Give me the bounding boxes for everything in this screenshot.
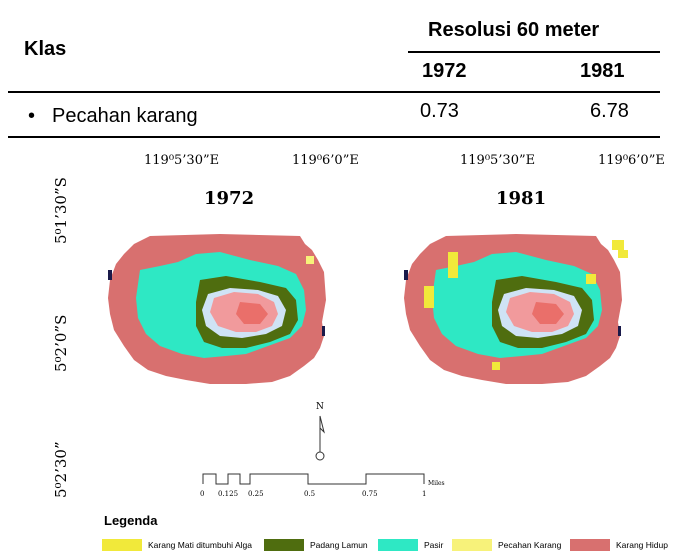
legend-title: Legenda [104,513,158,528]
reef-map-1981 [404,234,628,384]
lon-label-right-1: 119⁰5’30”E [460,153,536,168]
legend-item-rubble: Pecahan Karang [452,539,561,551]
table-header-rule [8,91,660,93]
row-value-1981: 6.78 [590,100,629,122]
reef-edge [618,326,621,336]
legend-item-dead-coral: Karang Mati ditumbuhi Alga [102,539,252,551]
reef-edge [108,270,112,280]
reef-edge [404,270,408,280]
map-year-1981: 1981 [496,188,547,209]
rubble-patch [448,252,458,278]
legend-label-seagrass: Padang Lamun [310,540,368,550]
lat-label-3: 5⁰2’30” [52,441,70,498]
rubble-patch [618,250,628,258]
scale-tick-0125: 0.125 [218,490,239,498]
legend-swatch-dead-coral [102,539,142,551]
header-resolution: Resolusi 60 meter [428,19,600,41]
scale-bar [202,473,425,485]
rubble-patch [612,240,624,250]
island-core [532,302,564,324]
table-top-rule [408,51,660,53]
lat-label-1: 5⁰1’30”S [52,177,70,244]
scale-tick-075: 0.75 [362,490,378,498]
legend-item-seagrass: Padang Lamun [264,539,368,551]
scale-unit: Miles [428,480,445,487]
header-class: Klas [24,38,67,60]
scale-tick-1: 1 [422,490,427,498]
legend-swatch-seagrass [264,539,304,551]
lon-label-left-2: 119⁰6’0”E [292,153,359,168]
rubble-patch [492,362,500,370]
legend-swatch-sand [378,539,418,551]
legend-item-sand: Pasir [378,539,443,551]
legend-label-live-coral: Karang Hidup [616,540,668,550]
row-bullet: • [28,105,36,127]
map-year-1972: 1972 [204,188,255,209]
header-year-1981: 1981 [580,60,625,82]
legend-swatch-rubble [452,539,492,551]
legend-label-rubble: Pecahan Karang [498,540,562,550]
lon-label-left-1: 119⁰5’30”E [144,153,220,168]
scale-tick-05: 0.5 [304,490,316,498]
reef-edge [322,326,325,336]
island-core [236,302,268,324]
legend-item-live-coral: Karang Hidup [570,539,668,551]
reef-patch [306,256,314,264]
scale-tick-025: 0.25 [248,490,264,498]
lat-label-2: 5⁰2’0”S [52,314,70,372]
table-bottom-rule [8,136,660,138]
class-table: Klas Resolusi 60 meter 1972 1981 • Pecah… [8,8,660,138]
header-year-1972: 1972 [422,60,467,82]
rubble-patch [424,286,434,308]
row-value-1972: 0.73 [420,100,459,122]
legend-label-sand: Pasir [424,540,444,550]
north-arrow-icon [315,415,325,461]
north-label: N [316,402,324,412]
lon-label-right-2: 119⁰6’0”E [598,153,665,168]
scale-tick-0: 0 [200,490,205,498]
legend-swatch-live-coral [570,539,610,551]
reef-map-1972 [108,234,326,384]
row-label: Pecahan karang [52,105,198,127]
rubble-patch [586,274,596,284]
legend-label-dead-coral: Karang Mati ditumbuhi Alga [148,540,252,550]
